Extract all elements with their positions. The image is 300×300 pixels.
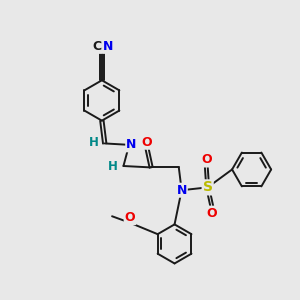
Text: N: N <box>126 138 136 151</box>
Text: O: O <box>142 136 152 149</box>
Text: O: O <box>207 207 217 220</box>
Text: H: H <box>108 160 118 172</box>
Text: H: H <box>89 136 99 148</box>
Text: O: O <box>201 154 211 166</box>
Text: O: O <box>125 211 135 224</box>
Text: C: C <box>92 40 102 53</box>
Text: S: S <box>203 180 213 194</box>
Text: N: N <box>176 184 187 197</box>
Text: N: N <box>103 40 113 53</box>
